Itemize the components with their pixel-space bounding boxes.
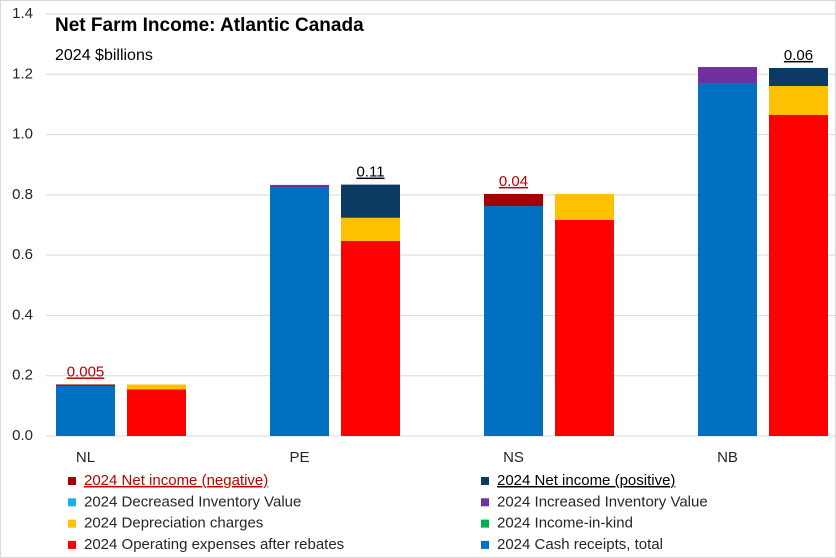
y-tick-label: 0.2: [12, 367, 33, 384]
bar-segment: [127, 384, 186, 390]
y-tick-label: 1.4: [12, 5, 33, 22]
legend-label: 2024 Depreciation charges: [84, 515, 263, 532]
value-label: 0.11: [356, 164, 384, 181]
x-tick-label: NL: [76, 449, 95, 466]
legend-swatch: [481, 477, 489, 485]
bar-segment: [341, 217, 400, 241]
value-label: 0.06: [784, 47, 813, 64]
bar-segment: [698, 67, 757, 84]
legend-swatch: [481, 498, 489, 507]
bar-segment: [555, 193, 614, 220]
bar-segment: [341, 240, 400, 436]
legend-swatch: [481, 519, 489, 528]
bar-segment: [484, 193, 543, 207]
legend-label: 2024 Income-in-kind: [497, 515, 633, 532]
bar-segment: [769, 86, 828, 115]
legend-swatch: [481, 540, 489, 549]
legend-label: 2024 Decreased Inventory Value: [84, 493, 301, 510]
x-tick-label: NS: [503, 449, 524, 466]
legend-label: 2024 Net income (positive): [497, 472, 675, 489]
bar-segment: [127, 389, 186, 436]
chart-title: Net Farm Income: Atlantic Canada: [55, 15, 364, 36]
legend-swatch: [68, 519, 76, 528]
chart-subtitle: 2024 $billions: [55, 47, 153, 64]
bar-segment: [769, 114, 828, 436]
value-label: 0.005: [67, 363, 105, 380]
y-tick-label: 1.0: [12, 126, 33, 143]
y-tick-label: 0.6: [12, 246, 33, 263]
bar-segment: [341, 184, 400, 218]
legend-label: 2024 Increased Inventory Value: [497, 493, 708, 510]
legend-label: 2024 Net income (negative): [84, 472, 268, 489]
bar-segment: [270, 184, 329, 188]
bar-segment: [484, 206, 543, 436]
bar-segment: [56, 385, 115, 436]
legend-label: 2024 Operating expenses after rebates: [84, 536, 344, 553]
legend-swatch: [68, 498, 76, 507]
bar-segment: [698, 83, 757, 436]
y-tick-label: 1.2: [12, 65, 33, 82]
value-label: 0.04: [499, 173, 528, 190]
x-tick-label: PE: [289, 449, 309, 466]
legend-label: 2024 Cash receipts, total: [497, 536, 663, 553]
legend-swatch: [68, 477, 76, 485]
bar-segment: [769, 67, 828, 87]
y-tick-label: 0.0: [12, 427, 33, 444]
bar-segment: [56, 384, 115, 386]
legend-swatch: [68, 540, 76, 549]
bar-segment: [555, 219, 614, 436]
bar-segment: [270, 187, 329, 436]
x-tick-label: NB: [717, 449, 738, 466]
y-tick-label: 0.8: [12, 186, 33, 203]
y-tick-label: 0.4: [12, 306, 33, 323]
